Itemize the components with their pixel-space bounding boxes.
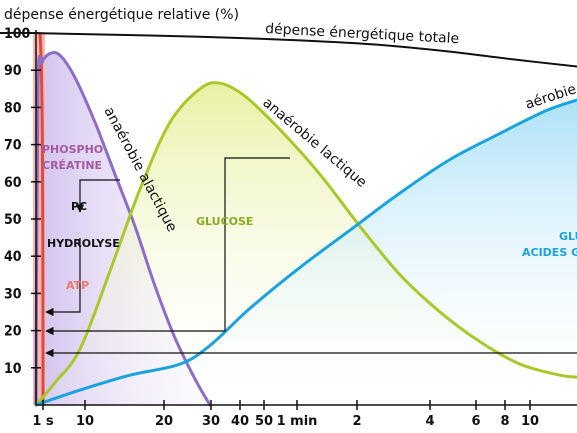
annotation-glucose: GLUCOSE [196,215,253,228]
y-tick-label: 40 [4,249,22,265]
x-tick-label: 1 min [277,414,318,429]
x-tick-label: 8 [500,414,509,429]
y-tick-label: 10 [4,361,22,377]
series-line-total [0,31,577,68]
annotation-creatine: CRÉATINE [42,159,102,172]
annotation-hydrolyse: HYDROLYSE [47,237,120,250]
y-tick-label: 60 [4,175,22,191]
arrow-pc-hydrolyse [75,179,120,213]
x-tick-label: 2 [352,414,361,429]
x-tick-label: 20 [155,414,173,429]
y-tick-label: 90 [4,63,22,79]
series-area-aerobic [36,100,577,405]
annotation-glu: GLU [559,230,577,243]
x-tick-label: 4 [425,414,434,429]
arrow-glucose-atp [45,157,290,336]
x-tick-label: 50 [255,414,273,429]
series-line-lactic [34,81,577,407]
atp-bar-line [38,33,45,406]
y-tick-label: 20 [4,324,22,340]
y-tick-label: 100 [4,26,31,42]
x-tick-label: 10 [76,414,94,429]
x-tick-label: 6 [471,414,480,429]
arrow-hydrolyse-atp [45,238,81,317]
series-line-aerobic [34,98,577,407]
annotation-acides-gras: ACIDES GRA [522,246,577,259]
y-tick-label: 70 [4,138,22,154]
x-tick-label: 10 [521,414,539,429]
x-tick-label: 30 [202,414,220,429]
y-tick-label: 50 [4,212,22,228]
series-area-alactic [36,52,210,405]
annotation-pc: PC [71,200,87,213]
y-tick-label: 80 [4,100,22,116]
x-tick-label: 40 [231,414,249,429]
y-axis-label: dépense énergétique relative (%) [4,7,239,23]
y-tick-label: 30 [4,286,22,302]
annotation-atp: ATP [66,279,89,292]
annotation-phospho: PHOSPHO [42,143,103,156]
x-tick-label: 1 s [32,414,54,429]
